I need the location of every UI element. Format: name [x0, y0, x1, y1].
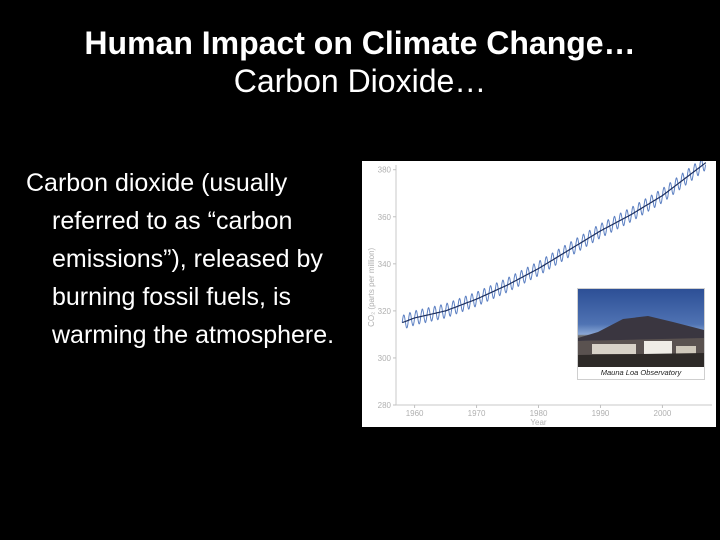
co2-seasonal-line	[401, 161, 706, 329]
body-paragraph: Carbon dioxide (usually referred to as “…	[26, 169, 335, 349]
observatory-photo: Mauna Loa Observatory	[577, 288, 705, 380]
y-tick-label: 300	[378, 354, 392, 363]
x-tick-label: 1970	[468, 409, 486, 418]
x-tick-label: 2000	[654, 409, 672, 418]
x-tick-label: 1990	[592, 409, 610, 418]
mountain-landscape-icon	[578, 316, 704, 367]
slide-subtitle: Carbon Dioxide…	[233, 63, 487, 99]
y-tick-label: 360	[378, 213, 392, 222]
y-axis-label: CO₂ (parts per million)	[367, 247, 376, 326]
y-tick-label: 320	[378, 307, 392, 316]
photo-caption: Mauna Loa Observatory	[600, 368, 682, 377]
y-tick-label: 380	[378, 166, 392, 175]
co2-trend-line	[402, 162, 707, 324]
co2-chart-svg: 380 360 340 320 300 280 1960 1970 1980 1990 2000 Ye…	[367, 161, 712, 427]
x-tick-label: 1980	[530, 409, 548, 418]
observatory-photo-image	[578, 289, 704, 367]
x-tick-label: 1960	[406, 409, 424, 418]
x-axis-label: Year	[530, 418, 547, 427]
co2-chart: 380 360 340 320 300 280 1960 1970 1980 1990 2000 Ye…	[362, 161, 716, 427]
y-tick-label: 340	[378, 260, 392, 269]
y-tick-label: 280	[378, 401, 392, 410]
slide-title: Human Impact on Climate Change…	[84, 25, 636, 61]
body-text: Carbon dioxide (usually referred to as “…	[26, 164, 356, 354]
slide-title-block: Human Impact on Climate Change… Carbon D…	[0, 24, 720, 100]
